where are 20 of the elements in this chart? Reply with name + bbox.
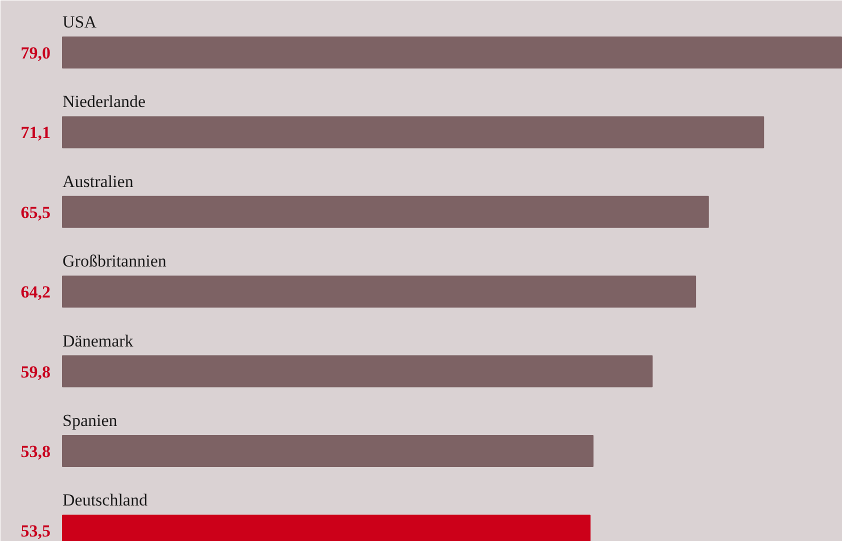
bar — [62, 116, 764, 148]
y-tick-label: USA — [62, 12, 98, 32]
data-label: 65,5 — [20, 202, 50, 222]
y-tick-label: Dänemark — [62, 331, 134, 350]
data-label: 64,2 — [20, 282, 50, 302]
data-label: 53,5 — [20, 522, 50, 541]
bar — [62, 276, 696, 308]
bar — [62, 36, 842, 68]
bar — [62, 355, 653, 388]
y-tick-label: Australien — [62, 172, 134, 191]
data-label: 71,1 — [20, 123, 50, 142]
y-tick-label: Deutschland — [62, 490, 148, 510]
y-tick-label: Spanien — [62, 411, 118, 430]
y-tick-label: Niederlande — [62, 92, 146, 112]
bar — [62, 435, 594, 467]
data-label: 53,8 — [20, 442, 50, 461]
y-tick-label: Großbritannien — [62, 252, 167, 271]
data-label: 59,8 — [20, 362, 50, 382]
bar — [62, 196, 709, 228]
data-label: 79,0 — [20, 44, 50, 62]
